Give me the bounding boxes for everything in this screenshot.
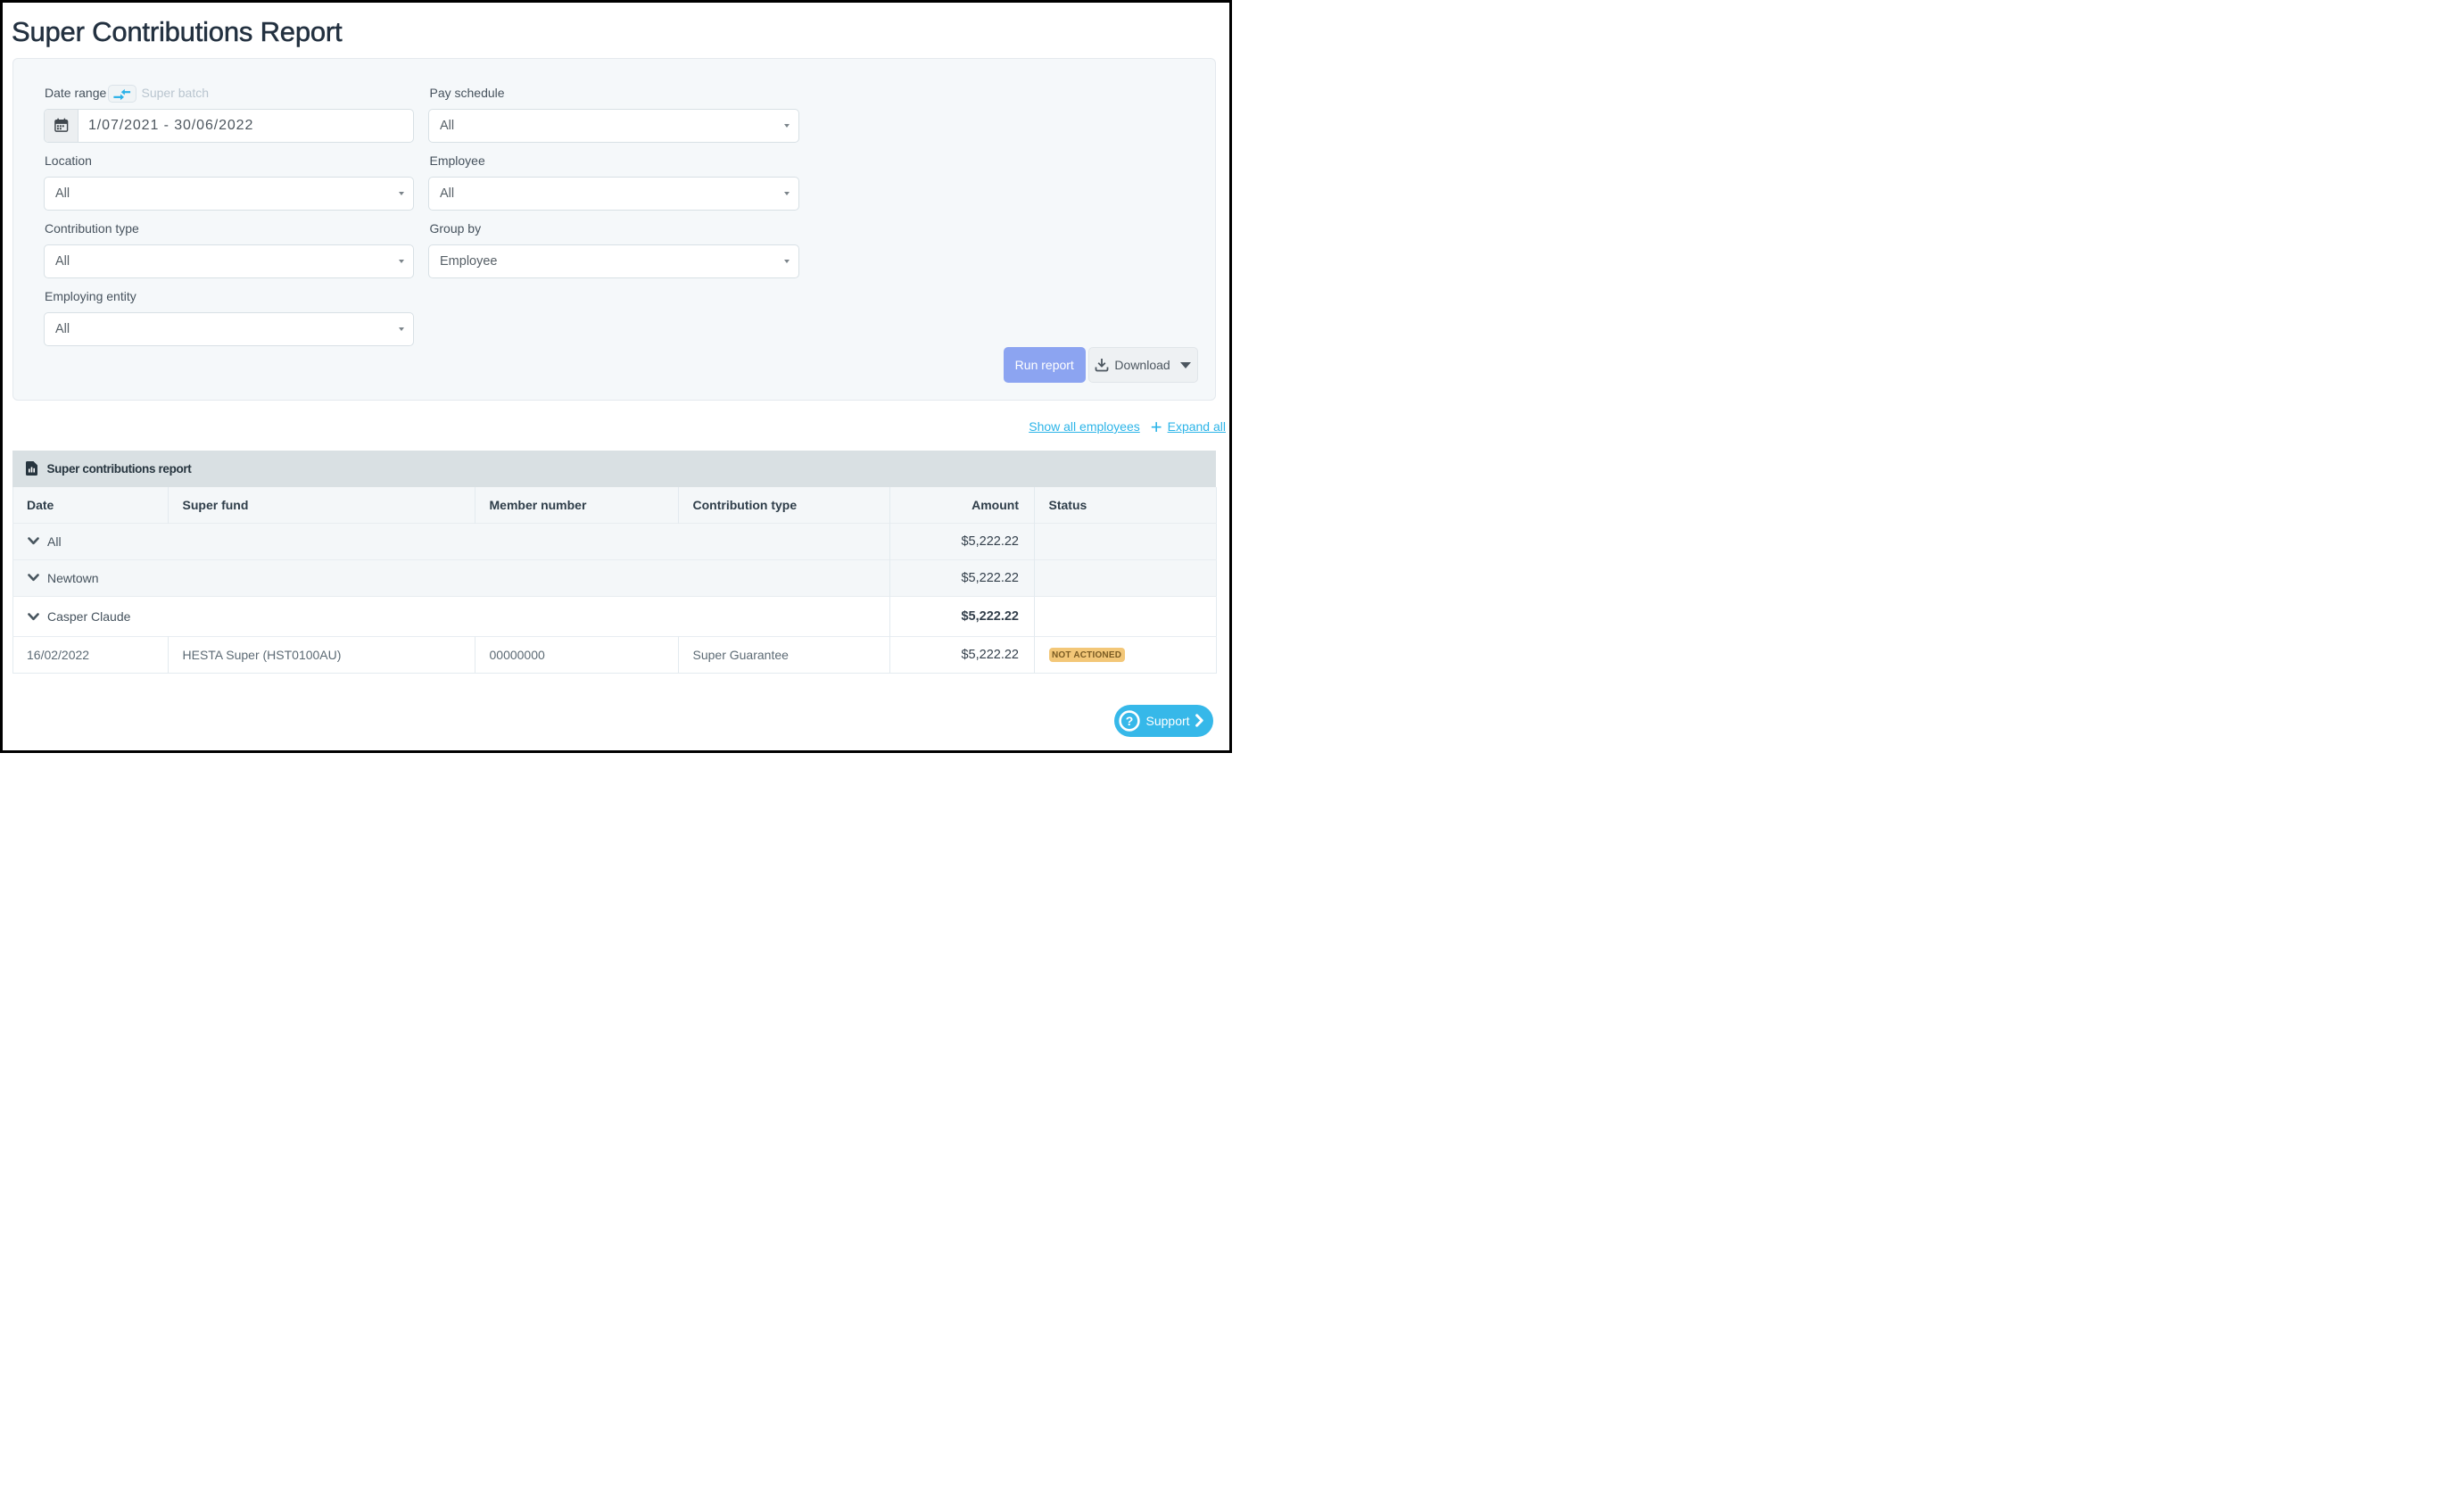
svg-text:?: ? [1125,714,1133,728]
